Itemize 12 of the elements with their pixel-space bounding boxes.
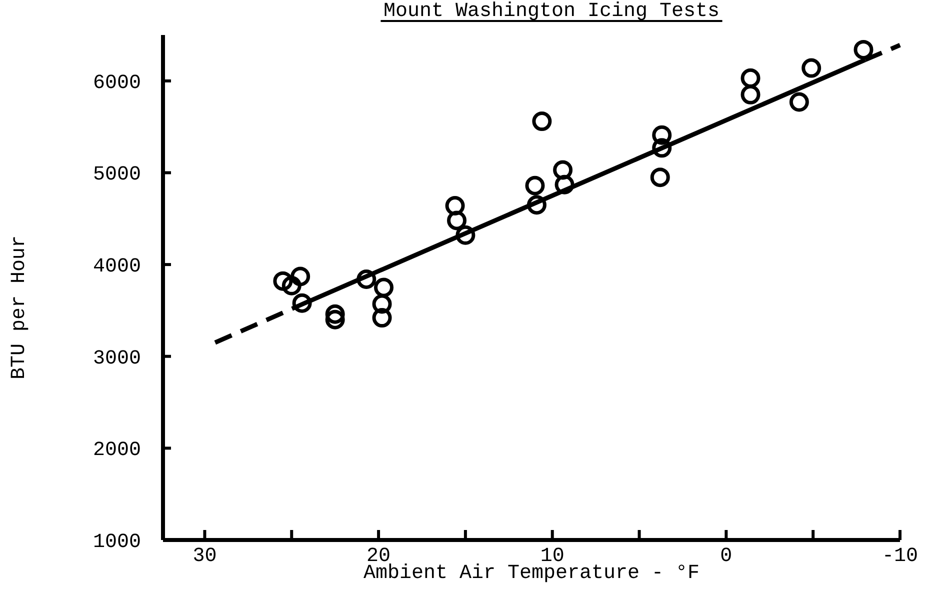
x-tick-label: 0 [720,545,732,568]
y-tick-label: 1000 [92,531,141,554]
x-tick-label: 10 [540,545,564,568]
y-axis-title: BTU per Hour [8,235,31,380]
x-tick-label: -10 [882,545,918,568]
x-tick-label: 30 [192,545,217,568]
y-tick-label: 6000 [92,72,141,95]
y-tick-label: 4000 [92,256,141,279]
y-tick-label: 5000 [92,164,141,187]
y-tick-label: 2000 [92,439,141,462]
y-tick-label: 3000 [92,347,141,370]
chart-title: Mount Washington Icing Tests [383,0,720,23]
